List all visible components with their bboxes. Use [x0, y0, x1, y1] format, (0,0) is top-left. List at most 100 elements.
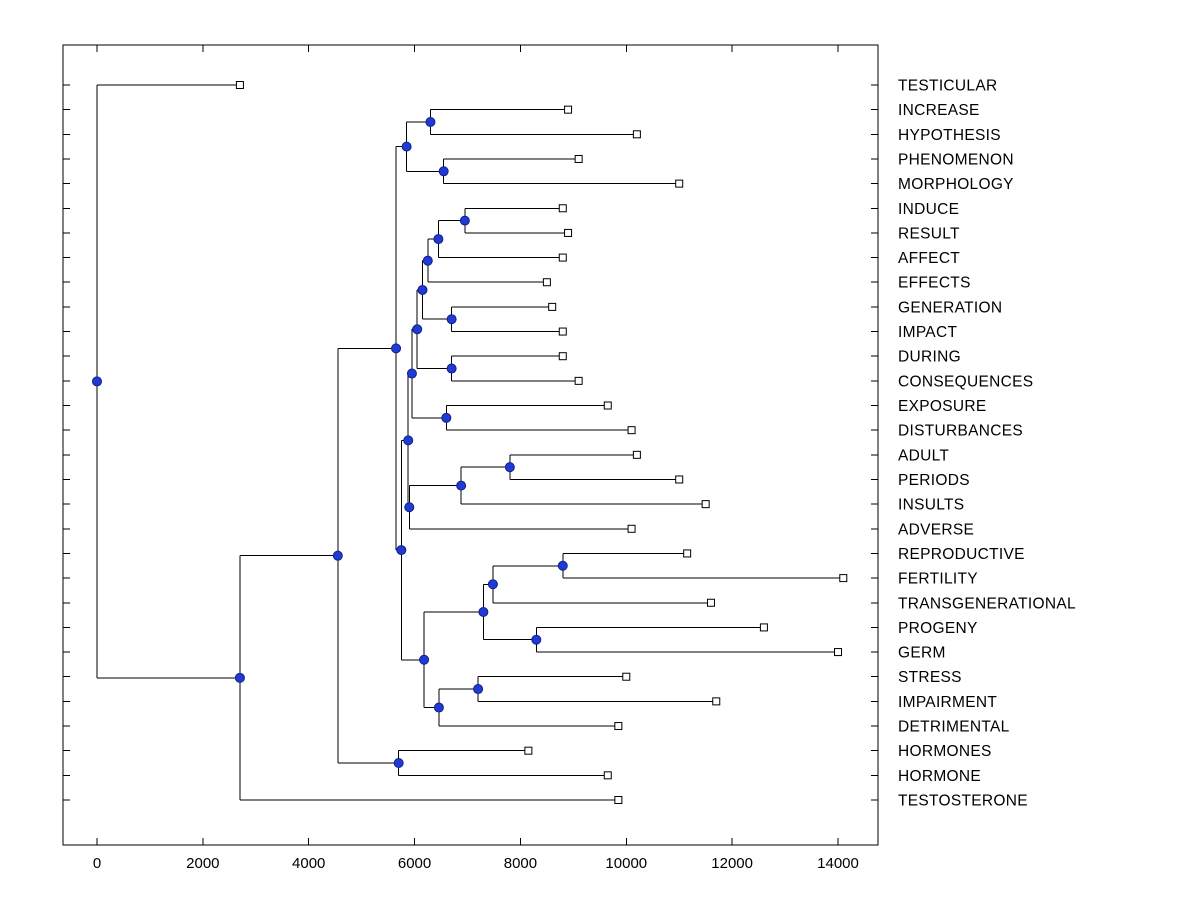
- branch-node-marker: [473, 684, 484, 695]
- leaf-label: DURING: [898, 349, 961, 366]
- leaf-marker: [603, 401, 612, 410]
- x-tick-label: 4000: [292, 855, 325, 872]
- leaf-marker: [558, 327, 567, 336]
- branch-node-marker: [478, 607, 489, 618]
- branch-node-marker: [433, 702, 444, 713]
- leaf-label: HYPOTHESIS: [898, 127, 1001, 144]
- leaf-label: HORMONE: [898, 768, 981, 785]
- leaf-marker: [603, 771, 612, 780]
- leaf-marker: [627, 426, 636, 435]
- leaf-marker: [839, 574, 848, 583]
- leaf-marker: [524, 746, 533, 755]
- branch-node-marker: [396, 545, 407, 556]
- leaf-label: FERTILITY: [898, 571, 978, 588]
- plot-box: [62, 44, 879, 846]
- leaf-label: ADULT: [898, 447, 949, 464]
- branch-node-marker: [446, 363, 457, 374]
- branch-node-marker: [234, 672, 245, 683]
- leaf-label: EFFECTS: [898, 275, 971, 292]
- branch-node-marker: [438, 166, 449, 177]
- x-tick-label: 12000: [711, 855, 753, 872]
- leaf-marker: [548, 302, 557, 311]
- leaf-label: AFFECT: [898, 250, 960, 267]
- x-tick-label: 10000: [605, 855, 647, 872]
- branch-node-marker: [487, 579, 498, 590]
- branch-node-marker: [393, 758, 404, 769]
- leaf-label: RESULT: [898, 225, 960, 242]
- leaf-marker: [574, 376, 583, 385]
- leaf-marker: [683, 549, 692, 558]
- leaf-label: DETRIMENTAL: [898, 719, 1010, 736]
- leaf-label: INSULTS: [898, 497, 964, 514]
- leaf-label: PERIODS: [898, 472, 970, 489]
- leaf-marker: [675, 475, 684, 484]
- leaf-label: CONSEQUENCES: [898, 373, 1033, 390]
- branch-node-marker: [459, 215, 470, 226]
- leaf-marker: [564, 228, 573, 237]
- branch-node-marker: [531, 634, 542, 645]
- leaf-marker: [574, 154, 583, 163]
- leaf-marker: [706, 598, 715, 607]
- branch-node-marker: [456, 480, 467, 491]
- leaf-label: REPRODUCTIVE: [898, 546, 1025, 563]
- leaf-marker: [701, 500, 710, 509]
- leaf-marker: [558, 204, 567, 213]
- leaf-label: HORMONES: [898, 743, 992, 760]
- leaf-marker: [834, 648, 842, 657]
- leaf-label: INCREASE: [898, 102, 980, 119]
- leaf-label: TESTOSTERONE: [898, 792, 1028, 809]
- branch-node-marker: [406, 368, 417, 379]
- branch-node-marker: [446, 314, 457, 325]
- x-tick-label: 2000: [186, 855, 219, 872]
- leaf-label: ADVERSE: [898, 521, 974, 538]
- leaf-marker: [622, 672, 631, 681]
- branch-node-marker: [504, 462, 515, 473]
- leaf-marker: [542, 278, 551, 287]
- leaf-marker: [614, 795, 623, 804]
- branch-node-marker: [92, 376, 102, 387]
- leaf-marker: [759, 623, 768, 632]
- leaf-marker: [614, 722, 623, 731]
- branch-node-marker: [332, 550, 343, 561]
- branch-node-marker: [441, 412, 452, 423]
- leaf-marker: [627, 524, 636, 533]
- leaf-marker: [632, 130, 641, 139]
- branch-node-marker: [404, 502, 415, 513]
- leaf-label: PHENOMENON: [898, 151, 1014, 168]
- branch-node-marker: [412, 324, 423, 335]
- branch-node-marker: [422, 255, 433, 266]
- leaf-label: EXPOSURE: [898, 398, 987, 415]
- branch-node-marker: [403, 435, 414, 446]
- leaf-label: TESTICULAR: [898, 78, 997, 95]
- x-tick-label: 14000: [817, 855, 859, 872]
- x-tick-label: 8000: [504, 855, 537, 872]
- leaf-label: IMPACT: [898, 324, 957, 341]
- leaf-label: TRANSGENERATIONAL: [898, 595, 1076, 612]
- leaf-marker: [235, 81, 244, 89]
- leaf-marker: [558, 352, 567, 361]
- leaf-label: GENERATION: [898, 299, 1002, 316]
- x-tick-label: 0: [93, 855, 101, 872]
- leaf-marker: [632, 450, 641, 459]
- branch-node-marker: [425, 116, 436, 127]
- leaf-marker: [712, 697, 721, 706]
- leaf-label: DISTURBANCES: [898, 423, 1023, 440]
- leaf-marker: [675, 179, 684, 188]
- leaf-label: INDUCE: [898, 201, 959, 218]
- leaf-label: MORPHOLOGY: [898, 176, 1014, 193]
- branch-node-marker: [419, 654, 430, 665]
- leaf-label: STRESS: [898, 669, 962, 686]
- branch-node-marker: [557, 560, 568, 571]
- leaf-label: GERM: [898, 645, 946, 662]
- leaf-marker: [558, 253, 567, 262]
- branch-node-marker: [433, 234, 444, 245]
- leaf-marker: [564, 105, 573, 114]
- branch-node-marker: [401, 141, 412, 152]
- leaf-label: IMPAIRMENT: [898, 694, 997, 711]
- leaf-label: PROGENY: [898, 620, 978, 637]
- x-tick-label: 6000: [398, 855, 431, 872]
- branch-node-marker: [417, 284, 428, 295]
- branch-node-marker: [391, 343, 402, 354]
